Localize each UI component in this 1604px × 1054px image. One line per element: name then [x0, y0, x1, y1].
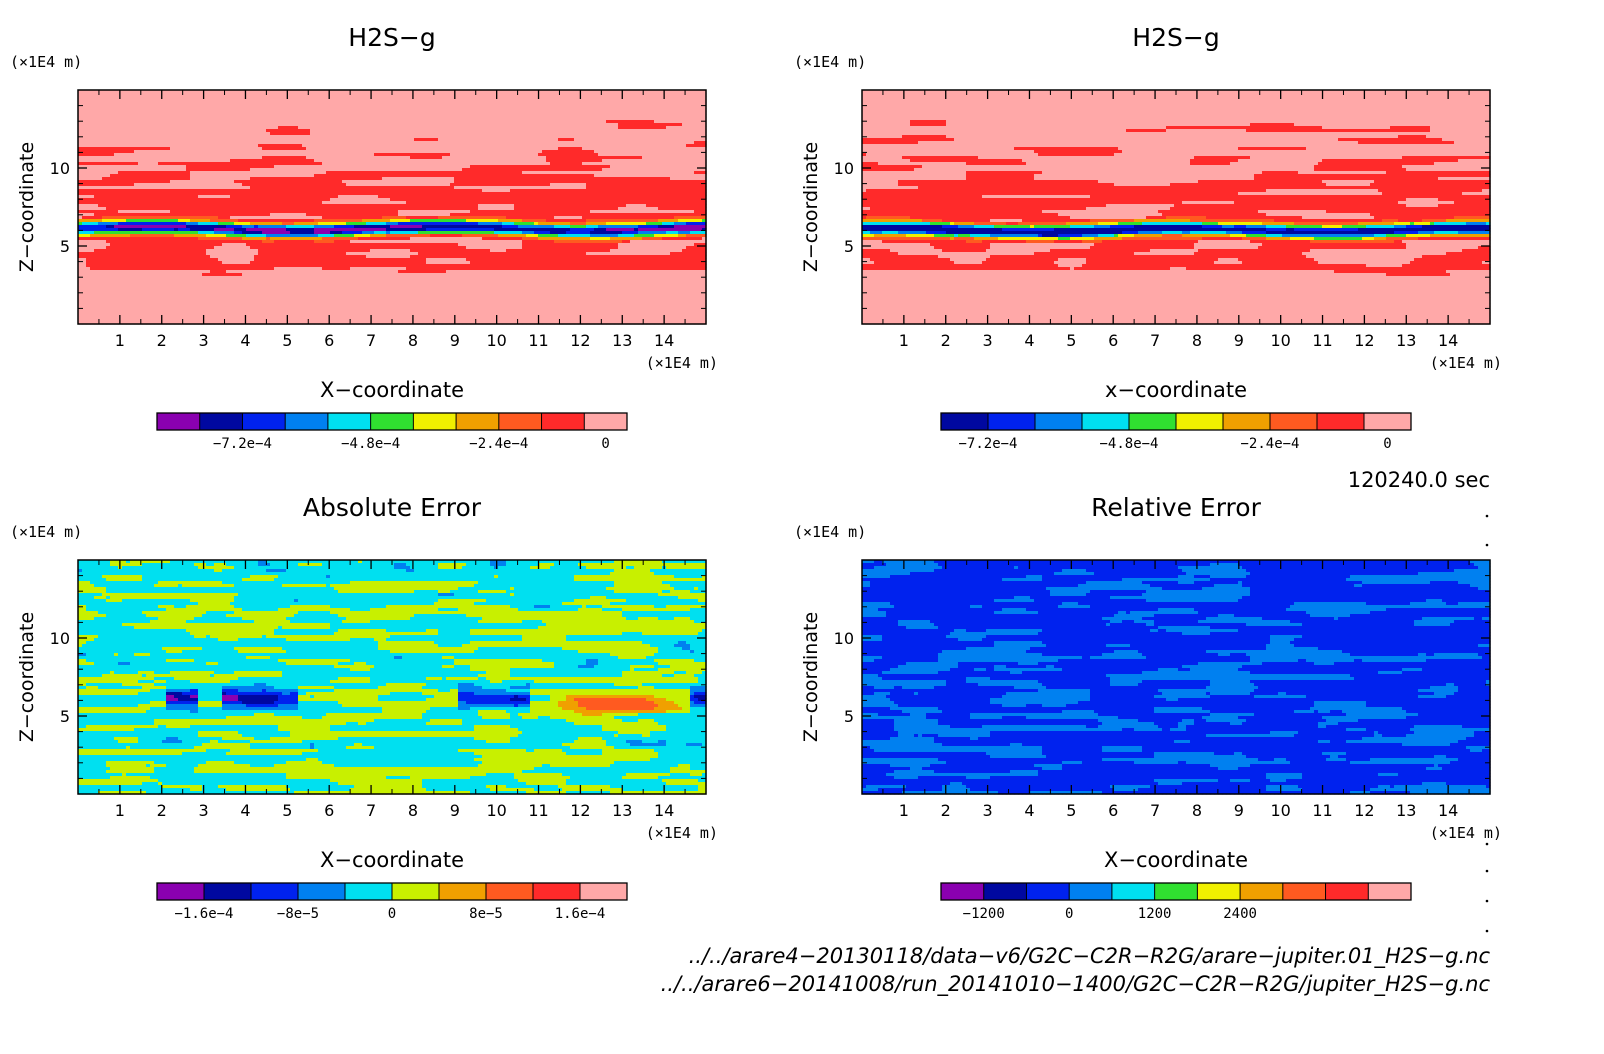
chart-title: H2S−g	[348, 23, 435, 52]
chart-panel: H2S−g(×1E4 m)1 2 3 4 5 6 7 8 9 10 11 12 13 14510(×1E4…	[10, 23, 718, 452]
y-unit-label: (×1E4 m)	[10, 53, 82, 71]
figure-canvas: H2S−g(×1E4 m)1 2 3 4 5 6 7 8 9 10 11 12 13 14510(×1E4…	[0, 0, 1604, 1054]
heatmap-field	[78, 90, 707, 325]
